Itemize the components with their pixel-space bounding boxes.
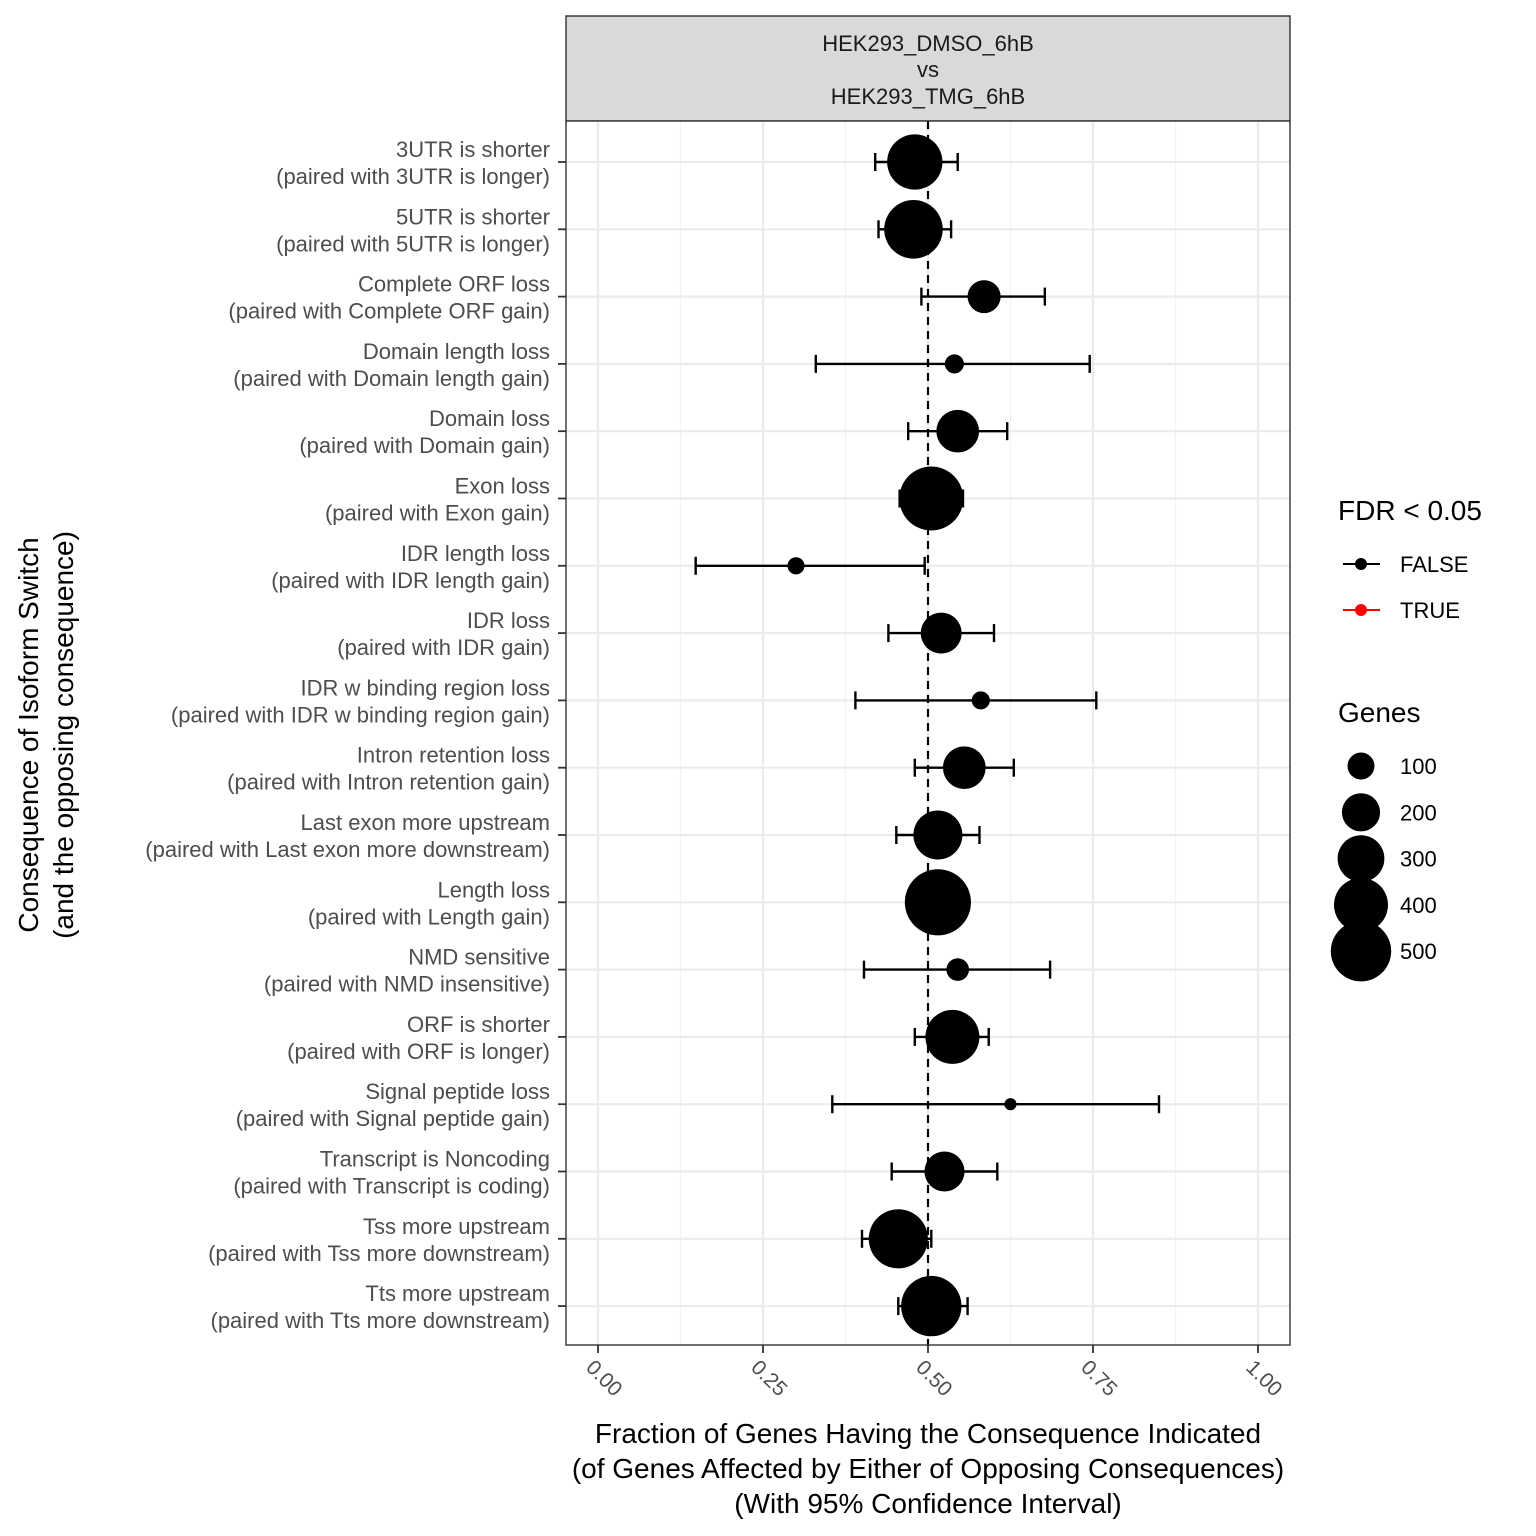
legend-size-key-label: 400 [1400,893,1437,918]
data-point [901,1275,962,1337]
legend-label-true: TRUE [1400,598,1460,623]
y-tick-label: Domain length loss [363,339,550,364]
y-tick-label: Tts more upstream [365,1281,550,1306]
data-point [899,466,964,531]
y-axis-ticks [558,161,566,1307]
data-point [884,200,943,259]
y-tick-label-paired: (paired with IDR gain) [337,635,550,660]
y-tick-label-paired: (paired with Transcript is coding) [233,1174,550,1199]
y-tick-label-paired: (paired with Intron retention gain) [227,770,550,795]
x-tick-label: 0.75 [1076,1356,1121,1401]
y-tick-label: Tss more upstream [363,1214,550,1239]
legend-size-key-label: 100 [1400,754,1437,779]
y-tick-label: IDR w binding region loss [301,675,550,700]
y-tick-label: Length loss [437,877,550,902]
y-tick-label: Domain loss [429,406,550,431]
facet-label-line-1: HEK293_DMSO_6hB [822,31,1034,56]
legend-size-key-label: 500 [1400,939,1437,964]
data-point [887,134,943,190]
data-point [942,746,986,790]
legend-size-key-label: 300 [1400,847,1437,872]
y-tick-label: Intron retention loss [357,743,550,768]
legend-size-key-point [1347,752,1375,780]
y-tick-label: Exon loss [455,474,550,499]
y-tick-label-paired: (paired with IDR length gain) [271,568,550,593]
y-tick-label-paired: (paired with IDR w binding region gain) [171,702,550,727]
y-tick-label: ORF is shorter [407,1012,550,1037]
data-points [787,134,1017,1337]
legend-label-false: FALSE [1400,552,1468,577]
legend-size-key-label: 200 [1400,800,1437,825]
legend-color-key-false: FALSE [1343,552,1468,577]
data-point [936,409,980,453]
legend: FDR < 0.05 FALSE TRUE Genes 100 200 300 400… [1330,495,1482,982]
y-tick-label-paired: (paired with Complete ORF gain) [228,299,550,324]
y-tick-label-paired: (paired with 3UTR is longer) [276,164,550,189]
x-tick-label: 0.00 [581,1356,626,1401]
y-tick-label: Last exon more upstream [301,810,550,835]
legend-size-title: Genes [1338,697,1421,728]
legend-color-key-true: TRUE [1343,598,1460,623]
data-point [920,612,962,654]
y-tick-label-paired: (paired with Length gain) [308,904,550,929]
facet-strip: HEK293_DMSO_6hB vs HEK293_TMG_6hB [565,15,1291,122]
y-tick-label-paired: (paired with Domain gain) [299,433,550,458]
data-point [868,1209,928,1269]
y-tick-label: IDR loss [467,608,550,633]
y-tick-label-paired: (paired with Last exon more downstream) [145,837,550,862]
legend-key-point-true [1355,604,1367,616]
legend-key-point-false [1355,558,1367,570]
y-tick-label: Transcript is Noncoding [320,1147,550,1172]
y-tick-label: 5UTR is shorter [396,204,550,229]
data-point [946,958,969,981]
legend-size-key-point [1330,921,1392,982]
y-tick-label-paired: (paired with Exon gain) [325,501,550,526]
x-axis-title-line-2: (of Genes Affected by Either of Opposing… [572,1453,1284,1484]
x-tick-label: 1.00 [1241,1356,1286,1401]
x-axis-ticks [597,1345,1259,1353]
data-point [904,869,971,936]
data-point [971,691,990,710]
x-tick-label: 0.50 [911,1356,956,1401]
data-point [924,1151,965,1192]
legend-size-key-point [1341,793,1381,832]
y-tick-label-paired: (paired with Signal peptide gain) [236,1106,550,1131]
data-point [944,354,964,374]
y-tick-label: 3UTR is shorter [396,137,550,162]
y-tick-label: NMD sensitive [408,945,550,970]
facet-label-line-3: HEK293_TMG_6hB [831,84,1025,109]
y-axis-title-line-2: (and the opposing consequence) [48,531,79,939]
y-tick-label: Complete ORF loss [358,272,550,297]
facet-label-line-2: vs [917,57,939,82]
y-tick-label-paired: (paired with Domain length gain) [233,366,550,391]
facet-strip-box [565,15,1291,122]
legend-size-key-point [1334,877,1388,932]
data-point [1004,1098,1017,1111]
legend-size-keys: 100 200 300 400 500 [1330,752,1437,982]
y-tick-label-paired: (paired with Tts more downstream) [211,1308,551,1333]
y-tick-label-paired: (paired with NMD insensitive) [264,972,550,997]
y-axis-title-line-1: Consequence of Isoform Switch [13,537,44,932]
data-point [913,810,963,860]
y-axis-labels: 3UTR is shorter(paired with 3UTR is long… [145,137,550,1333]
data-point [925,1009,980,1064]
x-axis-title-line-1: Fraction of Genes Having the Consequence… [595,1418,1261,1449]
minor-gridlines [679,121,1177,1345]
y-tick-label-paired: (paired with ORF is longer) [287,1039,550,1064]
legend-color-title: FDR < 0.05 [1338,495,1482,526]
x-axis-title-line-3: (With 95% Confidence Interval) [734,1488,1122,1519]
y-axis-title: Consequence of Isoform Switch (and the o… [13,531,79,939]
x-axis-labels: 0.00 0.25 0.50 0.75 1.00 [581,1356,1286,1401]
data-point [787,557,805,575]
data-point [967,280,1001,314]
x-tick-label: 0.25 [746,1356,791,1401]
y-tick-label: IDR length loss [401,541,550,566]
y-tick-label-paired: (paired with 5UTR is longer) [276,231,550,256]
x-axis-title: Fraction of Genes Having the Consequence… [572,1418,1284,1519]
y-tick-label: Signal peptide loss [365,1079,550,1104]
legend-size-key-point [1337,835,1385,882]
y-tick-label-paired: (paired with Tss more downstream) [208,1241,550,1266]
